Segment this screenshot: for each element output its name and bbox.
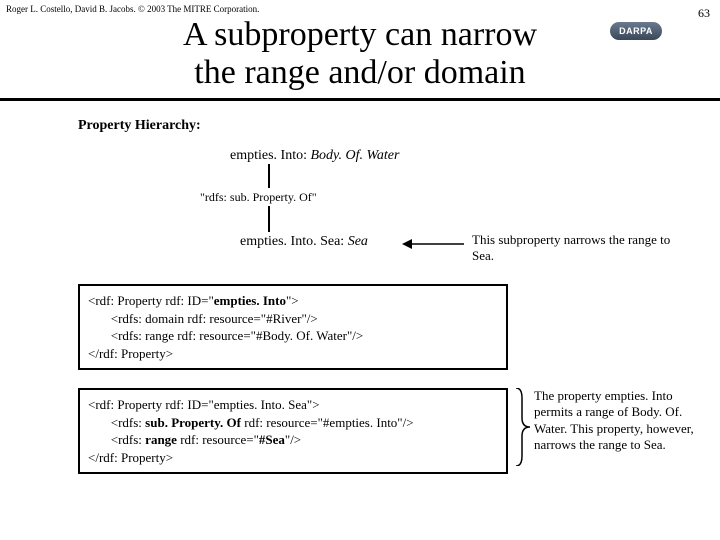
title-line-1: A subproperty can narrow bbox=[183, 16, 537, 53]
title-divider bbox=[0, 98, 720, 101]
hierarchy-line-bottom bbox=[268, 206, 270, 232]
code1-line1-c: "> bbox=[286, 293, 299, 308]
code1-line3: <rdfs: range rdf: resource="#Body. Of. W… bbox=[88, 328, 363, 343]
code1-line1-a: <rdf: Property rdf: ID=" bbox=[88, 293, 214, 308]
code1-line2: <rdfs: domain rdf: resource="#River"/> bbox=[88, 311, 318, 326]
arrow-left-icon bbox=[402, 238, 464, 250]
code1-line1-b: empties. Into bbox=[214, 293, 286, 308]
code2-line3-b: range bbox=[145, 432, 177, 447]
code2-line3-a: <rdfs: bbox=[88, 432, 145, 447]
code1-line4: </rdf: Property> bbox=[88, 346, 173, 361]
parent-property: empties. Into: Body. Of. Water bbox=[230, 148, 399, 164]
code2-line3-c: rdf: resource=" bbox=[177, 432, 259, 447]
child-property-range: Sea bbox=[348, 234, 368, 249]
copyright-text: Roger L. Costello, David B. Jacobs. © 20… bbox=[6, 4, 259, 14]
code2-line3-e: "/> bbox=[285, 432, 301, 447]
hierarchy-line-top bbox=[268, 164, 270, 188]
annotation-explanation: The property empties. Into permits a ran… bbox=[534, 388, 710, 453]
title-line-2: the range and/or domain bbox=[194, 54, 525, 91]
code2-line1: <rdf: Property rdf: ID="empties. Into. S… bbox=[88, 397, 320, 412]
slide-title: A subproperty can narrow the range and/o… bbox=[0, 16, 720, 92]
code2-line2-b: sub. Property. Of bbox=[145, 415, 241, 430]
child-property: empties. Into. Sea: Sea bbox=[240, 234, 368, 250]
parent-property-range: Body. Of. Water bbox=[311, 148, 400, 163]
code2-line2-a: <rdfs: bbox=[88, 415, 145, 430]
code-block-parent: <rdf: Property rdf: ID="empties. Into"> … bbox=[78, 284, 508, 370]
code-block-child: <rdf: Property rdf: ID="empties. Into. S… bbox=[78, 388, 508, 474]
code2-line3-d: #Sea bbox=[259, 432, 285, 447]
relationship-label: "rdfs: sub. Property. Of" bbox=[200, 190, 317, 205]
code2-line2-c: rdf: resource="#empties. Into"/> bbox=[241, 415, 414, 430]
child-property-name: empties. Into. Sea: bbox=[240, 234, 348, 249]
code2-line4: </rdf: Property> bbox=[88, 450, 173, 465]
brace-icon bbox=[512, 388, 530, 466]
parent-property-name: empties. Into: bbox=[230, 148, 311, 163]
section-label: Property Hierarchy: bbox=[78, 118, 201, 134]
annotation-narrow-range: This subproperty narrows the range to Se… bbox=[472, 232, 692, 265]
